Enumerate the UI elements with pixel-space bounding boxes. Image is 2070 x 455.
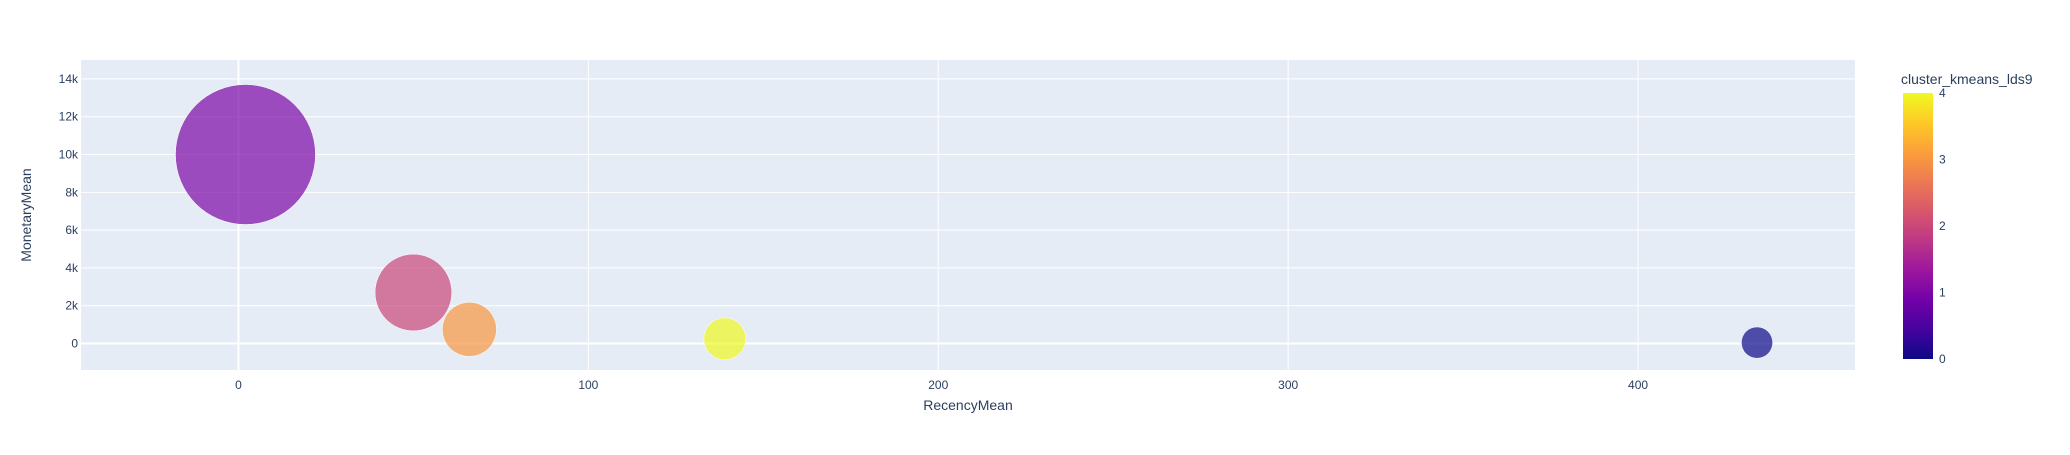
y-axis-label: MonetaryMean [18, 168, 34, 261]
y-axis-ticks: 0 2k 4k 6k 8k 10k 12k 14k [59, 72, 79, 351]
y-tick-label: 10k [59, 148, 79, 162]
bubbles [175, 84, 1773, 361]
bubble-point[interactable] [374, 253, 452, 332]
y-tick-label: 12k [59, 110, 79, 124]
colorbar-tick-label: 4 [1939, 86, 1946, 100]
x-tick-label: 400 [1628, 378, 1648, 392]
bubble-point[interactable] [175, 84, 316, 225]
grid [81, 60, 1855, 370]
x-tick-label: 200 [928, 378, 948, 392]
plot-area [81, 60, 1855, 370]
bubble-point[interactable] [1741, 326, 1773, 359]
x-axis-ticks: 0 100 200 300 400 [235, 378, 1648, 392]
y-tick-label: 2k [65, 299, 79, 313]
colorbar-tick-label: 2 [1939, 219, 1946, 233]
x-axis-label: RecencyMean [923, 397, 1013, 413]
colorbar-tick-label: 0 [1939, 352, 1946, 366]
colorbar-tick-label: 3 [1939, 153, 1946, 167]
y-tick-label: 0 [71, 337, 78, 351]
x-tick-label: 100 [578, 378, 598, 392]
colorbar-tick-label: 1 [1939, 286, 1946, 300]
x-tick-label: 0 [235, 378, 242, 392]
colorbar-ticks: 0 1 2 3 4 [1939, 86, 1946, 366]
bubble-point[interactable] [442, 301, 497, 357]
colorbar-title: cluster_kmeans_lds9 [1901, 71, 2033, 87]
bubble-point[interactable] [703, 317, 747, 361]
x-tick-label: 300 [1278, 378, 1298, 392]
y-tick-label: 8k [65, 185, 79, 199]
y-tick-label: 6k [65, 223, 79, 237]
colorbar [1903, 93, 1933, 359]
y-tick-label: 14k [59, 72, 79, 86]
y-tick-label: 4k [65, 261, 79, 275]
